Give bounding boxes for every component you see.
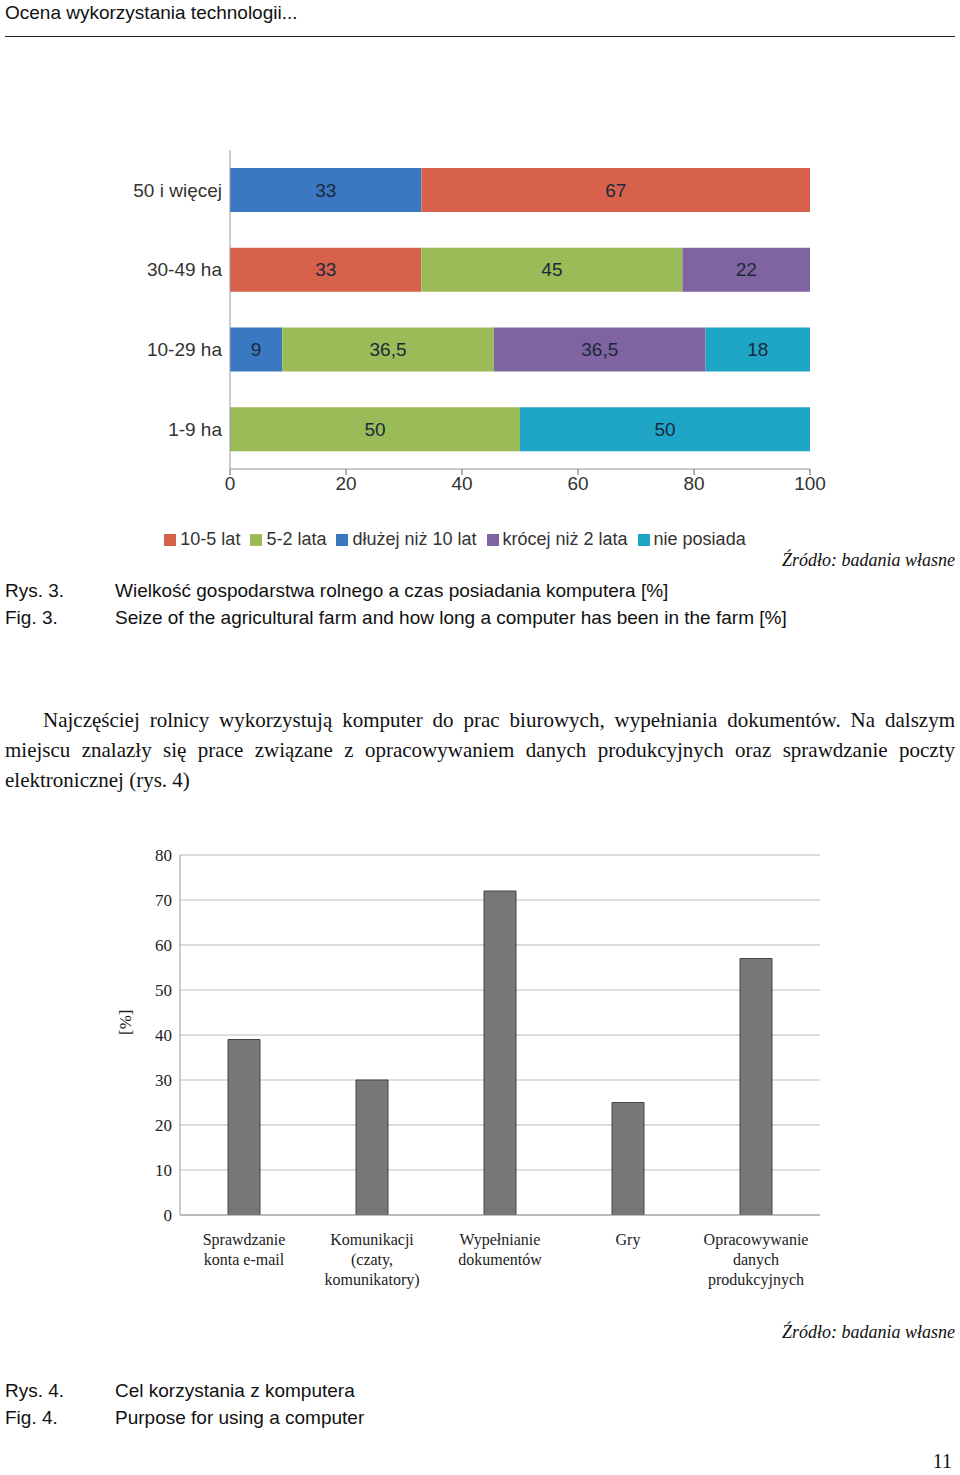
svg-text:Wypełnianiedokumentów: Wypełnianiedokumentów [458,1231,542,1268]
svg-text:1-9 ha: 1-9 ha [168,419,222,440]
html-text:5-2 lata: 5-2 lata [266,529,327,549]
html-text:Źródło: badania własne: Źródło: badania własne [782,1322,955,1342]
svg-text:36,5: 36,5 [581,339,618,360]
svg-text:10: 10 [155,1161,172,1180]
svg-text:22: 22 [736,259,757,280]
svg-text:9: 9 [251,339,262,360]
svg-text:30-49 ha: 30-49 ha [147,259,222,280]
svg-text:20: 20 [155,1116,172,1135]
html-text:Seize of the agricultural farm: Seize of the agricultural farm and how l… [115,607,787,628]
html-text:10-5 lat: 10-5 lat [180,529,241,549]
svg-text:18: 18 [747,339,768,360]
svg-text:50: 50 [654,419,675,440]
svg-text:67: 67 [605,180,626,201]
svg-text:50: 50 [364,419,385,440]
svg-text:Opracowywaniedanychprodukcyjny: Opracowywaniedanychprodukcyjnych [704,1231,809,1289]
svg-text:60: 60 [155,936,172,955]
html-text:krócej niż 2 lata: krócej niż 2 lata [502,529,628,549]
html-text:Rys. 4.: Rys. 4. [5,1380,65,1401]
svg-text:33: 33 [315,180,336,201]
svg-text:40: 40 [451,473,472,494]
html-text:11: 11 [932,1450,952,1472]
svg-text:70: 70 [155,891,172,910]
svg-text:30: 30 [155,1071,172,1090]
html-text:nie posiada: nie posiada [653,529,746,549]
svg-text:45: 45 [541,259,562,280]
html-text:Fig. 4.: Fig. 4. [5,1407,58,1428]
svg-text:Sprawdzaniekonta e-mail: Sprawdzaniekonta e-mail [203,1231,286,1268]
svg-text:60: 60 [567,473,588,494]
svg-text:10-29 ha: 10-29 ha [147,339,222,360]
html-text:Najczęściej rolnicy wykorzystu: Najczęściej rolnicy wykorzystują kompute… [5,708,955,792]
svg-text:0: 0 [164,1206,173,1225]
html-text:Purpose for using a computer: Purpose for using a computer [115,1407,365,1428]
svg-text:50: 50 [155,981,172,1000]
html-text:Ocena wykorzystania technologi: Ocena wykorzystania technologii... [5,2,298,23]
svg-text:[%]: [%] [116,1010,135,1035]
svg-text:80: 80 [155,846,172,865]
svg-text:36,5: 36,5 [370,339,407,360]
svg-text:20: 20 [335,473,356,494]
html-text:Wielkość gospodarstwa rolnego: Wielkość gospodarstwa rolnego a czas pos… [115,580,669,601]
svg-text:Gry: Gry [616,1231,641,1249]
svg-text:Komunikacji(czaty,komunikatory: Komunikacji(czaty,komunikatory) [324,1231,419,1289]
svg-text:50 i więcej: 50 i więcej [133,180,222,201]
html-text:Fig. 3.: Fig. 3. [5,607,58,628]
svg-text:0: 0 [225,473,236,494]
html-text:Rys. 3.: Rys. 3. [5,580,65,601]
svg-text:100: 100 [794,473,826,494]
html-text:dłużej niż 10 lat: dłużej niż 10 lat [352,529,477,549]
svg-text:33: 33 [315,259,336,280]
html-text:Źródło: badania własne: Źródło: badania własne [782,550,955,570]
html-text:Cel korzystania z komputera: Cel korzystania z komputera [115,1380,355,1401]
svg-text:80: 80 [683,473,704,494]
svg-text:40: 40 [155,1026,172,1045]
